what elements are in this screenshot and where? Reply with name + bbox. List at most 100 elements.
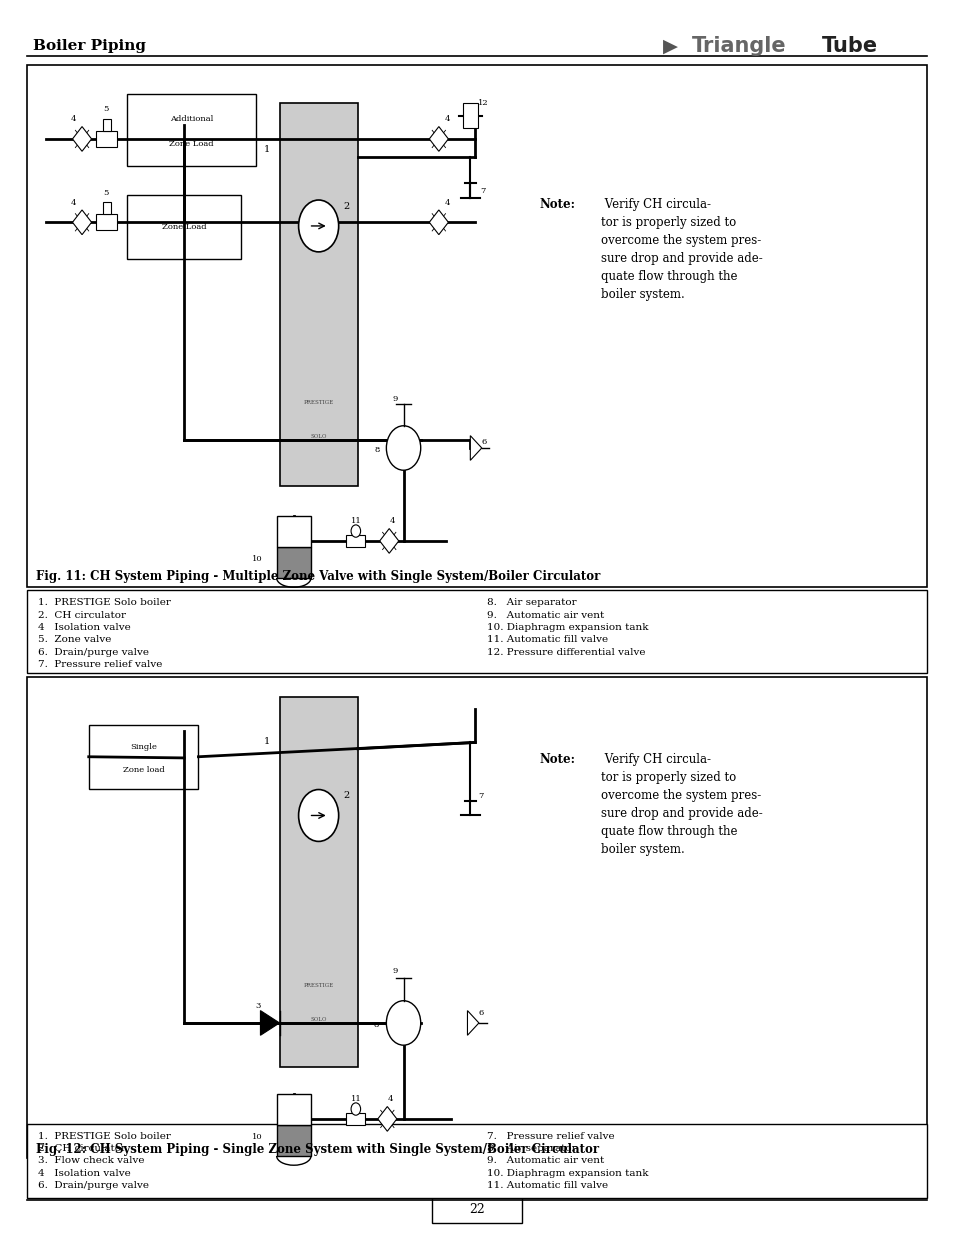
Text: 7: 7 [477,792,483,799]
Text: 10. Diaphragm expansion tank: 10. Diaphragm expansion tank [486,622,647,632]
Text: 2.  CH circulator: 2. CH circulator [38,610,126,620]
Text: 1: 1 [264,737,271,746]
Text: 1.  PRESTIGE Solo boiler: 1. PRESTIGE Solo boiler [38,1131,171,1141]
Circle shape [351,525,360,537]
Polygon shape [429,126,448,151]
Bar [89,725,198,789]
Text: 7.  Pressure relief valve: 7. Pressure relief valve [38,659,162,669]
Text: ▶: ▶ [662,36,678,56]
Text: 5.  Zone valve: 5. Zone valve [38,635,112,645]
Text: 4: 4 [444,199,450,206]
Text: SOLO: SOLO [310,1016,327,1021]
Bar [96,214,117,231]
Bar [27,65,926,587]
Text: PRESTIGE: PRESTIGE [303,400,334,405]
Bar [103,201,111,214]
Text: Zone Load: Zone Load [162,224,206,231]
Text: 7: 7 [479,188,485,195]
Text: SOLO: SOLO [310,433,327,438]
Text: Note:: Note: [538,753,575,767]
Bar [27,1124,926,1198]
Text: Fig. 12: CH System Piping - Single Zone System with Single System/Boiler Circula: Fig. 12: CH System Piping - Single Zone … [36,1144,598,1156]
Text: 3: 3 [255,1002,261,1010]
Text: 10. Diaphragm expansion tank: 10. Diaphragm expansion tank [486,1168,647,1178]
Text: 4   Isolation valve: 4 Isolation valve [38,1168,131,1178]
Text: 6: 6 [478,1009,484,1018]
Polygon shape [379,529,398,553]
Polygon shape [72,126,91,151]
Circle shape [386,426,420,471]
Text: 4: 4 [387,1095,393,1103]
Bar [103,119,111,131]
Text: 6.  Drain/purge valve: 6. Drain/purge valve [38,1181,149,1191]
Text: Single: Single [130,743,157,751]
Bar [127,195,241,259]
Text: 6.  Drain/purge valve: 6. Drain/purge valve [38,647,149,657]
Bar [276,547,311,578]
Text: 8: 8 [375,447,380,454]
Bar [96,131,117,147]
Text: Boiler Piping: Boiler Piping [33,38,146,53]
Polygon shape [467,1010,478,1035]
Text: 11. Automatic fill valve: 11. Automatic fill valve [486,1181,607,1191]
Text: 4: 4 [71,199,76,206]
Text: 11. Automatic fill valve: 11. Automatic fill valve [486,635,607,645]
Text: 9: 9 [392,967,397,976]
Text: 11: 11 [351,517,361,525]
Bar [462,104,477,128]
Bar [279,104,357,487]
Text: 5: 5 [103,189,109,196]
Bar [432,1195,521,1223]
Text: Zone load: Zone load [123,766,164,773]
Text: 10: 10 [252,556,262,563]
Text: Note:: Note: [538,198,575,211]
Polygon shape [260,1010,279,1035]
Bar [127,94,255,165]
Text: 9.   Automatic air vent: 9. Automatic air vent [486,610,603,620]
Text: Additional: Additional [170,115,213,124]
Text: 6: 6 [481,438,487,446]
Text: 9.   Automatic air vent: 9. Automatic air vent [486,1156,603,1166]
Text: 4: 4 [389,517,395,525]
Text: 22: 22 [469,1203,484,1215]
Text: Tube: Tube [821,36,878,56]
Polygon shape [470,436,481,461]
Circle shape [298,200,338,252]
Bar [346,535,365,547]
Text: 1.  PRESTIGE Solo boiler: 1. PRESTIGE Solo boiler [38,598,171,608]
Text: 4: 4 [71,115,76,124]
Bar [279,697,357,1067]
Text: 10: 10 [252,1134,262,1141]
Text: PRESTIGE: PRESTIGE [303,983,334,988]
Text: Fig. 11: CH System Piping - Multiple Zone Valve with Single System/Boiler Circul: Fig. 11: CH System Piping - Multiple Zon… [36,571,600,583]
Text: 8: 8 [373,1021,378,1030]
Text: 5: 5 [103,105,109,114]
Polygon shape [72,210,91,235]
Circle shape [351,1103,360,1115]
Bar [27,677,926,1158]
Text: 2.  CH circulator: 2. CH circulator [38,1144,126,1153]
Bar [346,1113,365,1125]
Text: 9: 9 [392,395,397,403]
Bar [276,516,311,547]
Circle shape [386,1000,420,1045]
Text: 4: 4 [444,115,450,124]
Polygon shape [377,1107,396,1131]
Text: Triangle: Triangle [691,36,785,56]
Text: 8.   Air separator: 8. Air separator [486,598,576,608]
Text: 8.   Air separator: 8. Air separator [486,1144,576,1153]
Text: 7.   Pressure relief valve: 7. Pressure relief valve [486,1131,614,1141]
Text: 12. Pressure differential valve: 12. Pressure differential valve [486,647,644,657]
Text: 2: 2 [343,201,350,211]
Text: 4   Isolation valve: 4 Isolation valve [38,622,131,632]
Text: Verify CH circula-
tor is properly sized to
overcome the system pres-
sure drop : Verify CH circula- tor is properly sized… [600,198,762,300]
Polygon shape [429,210,448,235]
Text: 11: 11 [351,1095,361,1103]
Text: 1: 1 [264,144,271,154]
Text: 12: 12 [477,100,488,107]
Bar [276,1094,311,1125]
Text: 3.  Flow check valve: 3. Flow check valve [38,1156,145,1166]
Text: Zone Load: Zone Load [169,141,213,148]
Text: 2: 2 [343,792,350,800]
Text: Verify CH circula-
tor is properly sized to
overcome the system pres-
sure drop : Verify CH circula- tor is properly sized… [600,753,762,856]
